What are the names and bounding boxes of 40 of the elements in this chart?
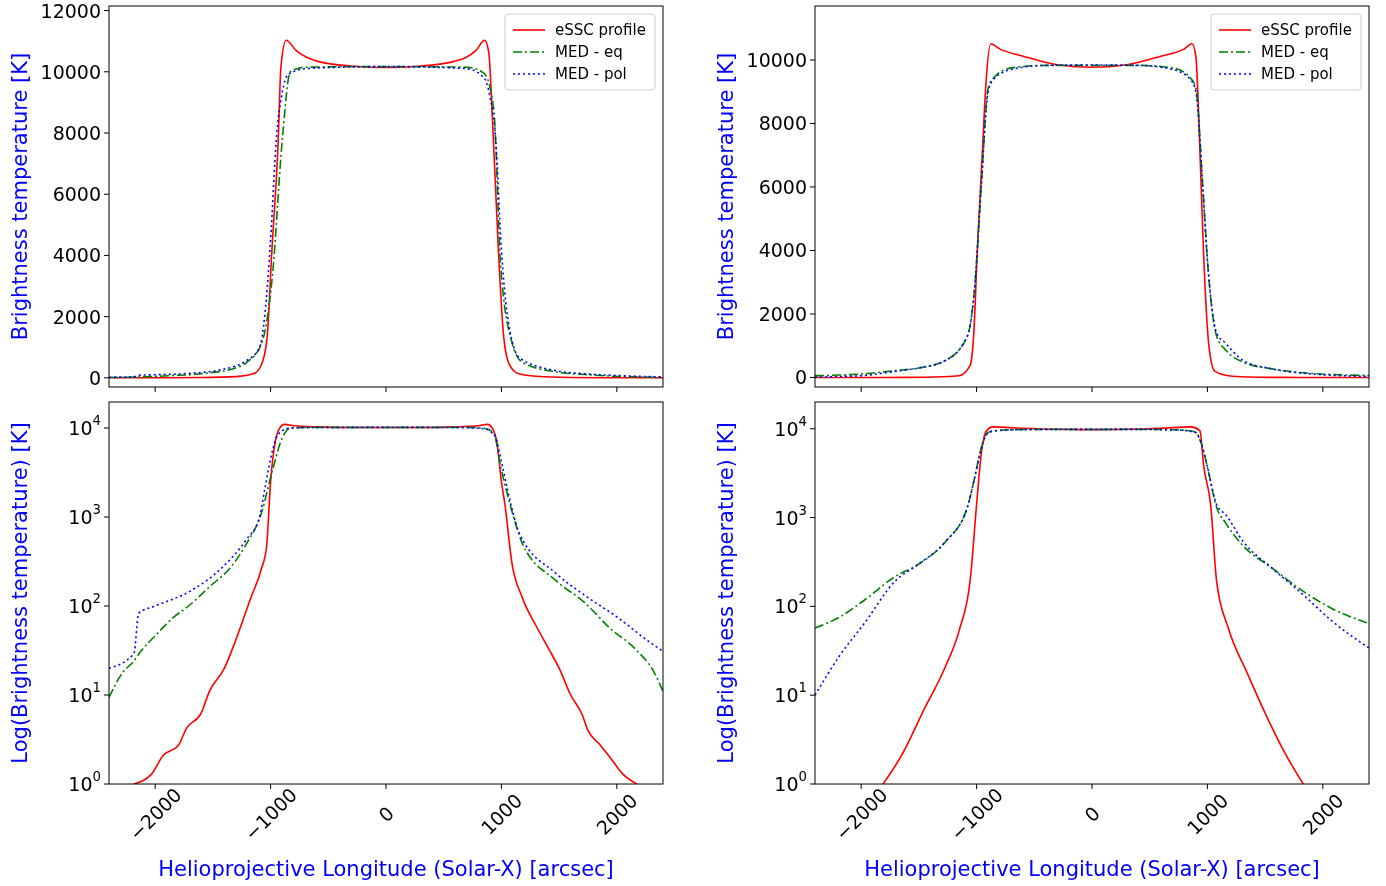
y-tick-label: 6000 xyxy=(52,183,101,206)
y-tick-label: 10$^{2}$ xyxy=(68,591,101,618)
y-tick-label: 10$^{3}$ xyxy=(774,502,807,529)
legend-label: MED - pol xyxy=(1261,65,1333,83)
y-tick-label: 12000 xyxy=(40,0,101,22)
y-tick-label: 10000 xyxy=(746,48,807,71)
y-tick-label: 10$^{4}$ xyxy=(774,413,807,440)
y-tick-label: 10$^{4}$ xyxy=(68,413,101,440)
y-axis-title: Log(Brightness temperature) [K] xyxy=(714,422,738,764)
x-axis-title: Helioprojective Longitude (Solar-X) [arcsec] xyxy=(864,857,1320,881)
y-tick-label: 10$^{1}$ xyxy=(774,680,807,707)
legend-label: MED - eq xyxy=(1261,43,1329,61)
line-series xyxy=(815,428,1369,629)
y-tick-label: 4000 xyxy=(52,244,101,267)
legend-label: eSSC profile xyxy=(1261,21,1352,39)
y-tick-label: 0 xyxy=(88,366,101,389)
y-tick-label: 6000 xyxy=(758,175,807,198)
legend-label: eSSC profile xyxy=(555,21,646,39)
y-tick-label: 10000 xyxy=(40,60,101,83)
y-axis-title: Brightness temperature [K] xyxy=(8,52,32,341)
line-series xyxy=(882,426,1305,784)
y-tick-label: 8000 xyxy=(758,112,807,135)
y-tick-label: 0 xyxy=(794,366,807,389)
line-series xyxy=(133,423,638,784)
y-axis-title: Brightness temperature [K] xyxy=(714,52,738,341)
y-tick-label: 4000 xyxy=(758,239,807,262)
x-tick-label: 0 xyxy=(1079,801,1105,827)
y-tick-label: 10$^{1}$ xyxy=(68,680,101,706)
x-tick-label: 0 xyxy=(373,801,399,827)
y-tick-label: 2000 xyxy=(52,305,101,328)
x-axis-title: Helioprojective Longitude (Solar-X) [arcsec] xyxy=(158,857,614,881)
legend-label: MED - pol xyxy=(555,65,627,83)
legend-label: MED - eq xyxy=(555,43,623,61)
y-tick-label: 8000 xyxy=(52,122,101,144)
y-tick-label: 10$^{3}$ xyxy=(68,502,101,529)
y-tick-label: 10$^{2}$ xyxy=(774,591,807,618)
y-tick-label: 10$^{0}$ xyxy=(68,769,101,795)
y-tick-label: 10$^{0}$ xyxy=(774,769,807,795)
y-tick-label: 2000 xyxy=(758,302,807,325)
y-axis-title: Log(Brightness temperature) [K] xyxy=(8,422,32,764)
